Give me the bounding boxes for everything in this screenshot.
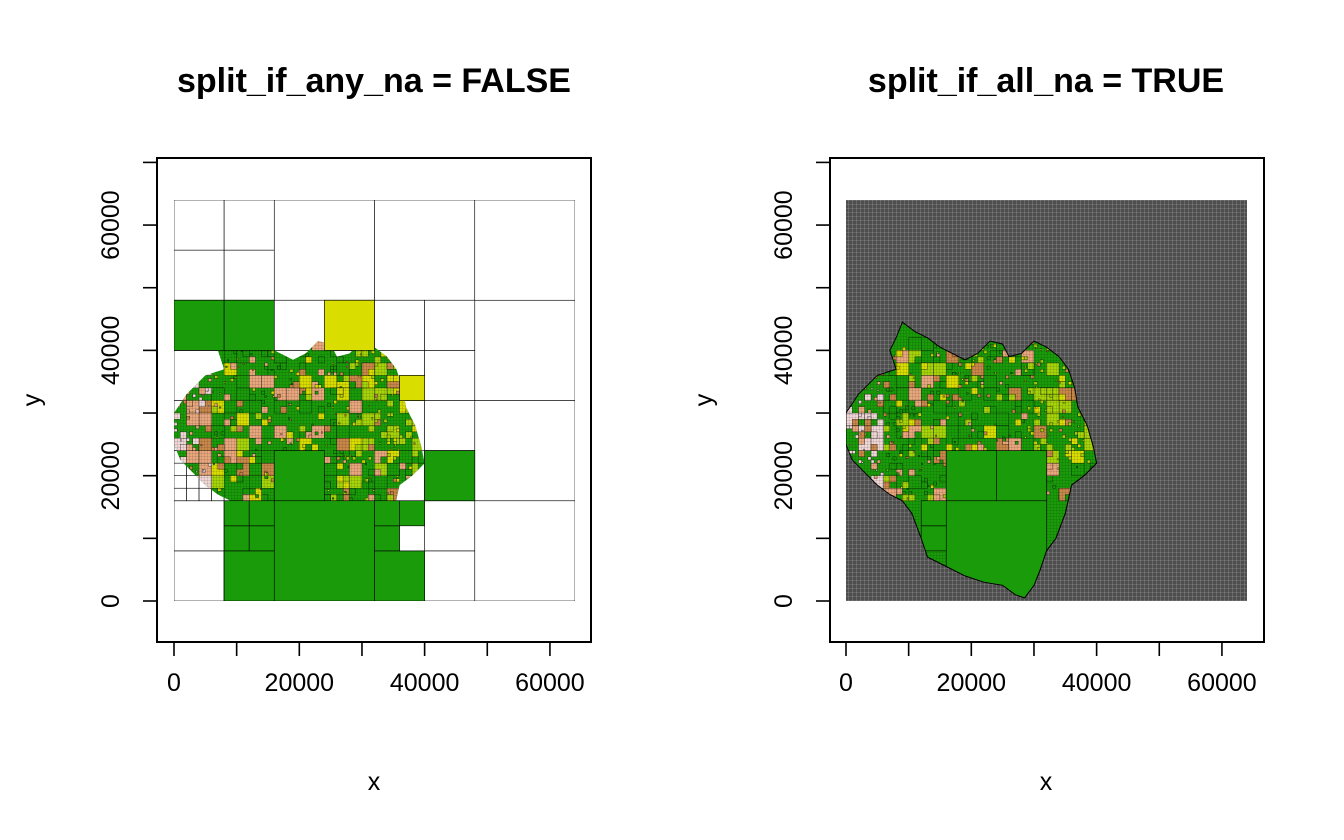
landscape-outline [846, 321, 1098, 599]
quadtree-cell [424, 299, 476, 351]
quadtree-cell [223, 249, 275, 301]
cell-block [996, 450, 1047, 502]
quadtree-cell [174, 500, 225, 552]
cell-block [920, 500, 947, 527]
cell-block [399, 375, 425, 401]
cell-block [399, 500, 425, 527]
quadtree-cell [399, 525, 425, 552]
quadtree-cell [174, 487, 187, 502]
quadtree-cell [374, 299, 425, 351]
quadtree-cell [186, 487, 200, 502]
x-tick-label: 40000 [1062, 669, 1132, 697]
quadtree-cell [424, 400, 476, 451]
x-tick-label: 40000 [390, 669, 460, 697]
y-tick-label: 0 [97, 594, 125, 608]
axes: 0 20000 40000 60000 0 20000 40000 60000 [770, 161, 1257, 697]
x-tick-label: 0 [839, 669, 853, 697]
x-tick-label: 60000 [1187, 669, 1257, 697]
cell-block [324, 299, 375, 351]
cell-block [945, 450, 997, 502]
quadtree-cell [424, 550, 476, 601]
y-axis-label: y [18, 393, 46, 406]
quadtree-cell [174, 550, 225, 601]
quadtree-cell [198, 487, 212, 502]
cell-block [223, 525, 250, 552]
plot-area [846, 200, 1247, 601]
cell-block [920, 525, 947, 552]
cell-block [174, 299, 225, 351]
plot-area [174, 200, 575, 601]
y-tick-label: 40000 [770, 316, 798, 386]
x-tick-label: 60000 [515, 669, 585, 697]
quadtree-cell [374, 200, 476, 301]
panel-split-if-any-na: split_if_any_na = FALSE 0 20000 40000 60000… [18, 62, 592, 796]
quadtree-cell [223, 200, 275, 251]
quadtree-cell [474, 299, 575, 401]
y-tick-label: 20000 [97, 441, 125, 511]
quadtree-cell [174, 475, 187, 489]
cell-block [424, 450, 476, 502]
quadtree-cell [474, 500, 575, 601]
quadtree-cell [474, 400, 575, 502]
y-tick-label: 60000 [97, 190, 125, 260]
x-axis-label: x [368, 768, 381, 796]
quadtree-cell [174, 200, 225, 251]
y-tick-label: 0 [770, 594, 798, 608]
quadtree-cell [424, 500, 476, 552]
cell-block [273, 500, 375, 601]
quadtree-cell [424, 350, 476, 401]
cell-block [248, 525, 275, 552]
axes: 0 20000 40000 60000 0 20000 40000 60000 [97, 161, 585, 697]
quadtree-cell [186, 475, 200, 489]
cell-block [248, 500, 275, 527]
x-axis-label: x [1040, 768, 1053, 796]
x-tick-label: 20000 [937, 669, 1007, 697]
quadtree-cell [174, 249, 225, 301]
cell-block [374, 525, 400, 552]
x-tick-label: 0 [167, 669, 181, 697]
y-tick-label: 60000 [770, 190, 798, 260]
panel-split-if-all-na: split_if_all_na = TRUE 0 20000 40000 600000… [690, 62, 1265, 796]
cell-block [223, 500, 250, 527]
y-axis-label: y [690, 393, 718, 406]
cell-block [273, 450, 325, 502]
cell-block [223, 550, 275, 601]
quadtree-cell [273, 299, 325, 351]
quadtree-cell [474, 200, 575, 301]
x-tick-label: 20000 [265, 669, 335, 697]
cell-block [374, 550, 425, 601]
quadtree-cell [273, 200, 375, 301]
panel-title: split_if_all_na = TRUE [868, 62, 1224, 100]
y-tick-label: 40000 [97, 316, 125, 386]
cell-block [374, 500, 400, 527]
cell-block [223, 299, 275, 351]
quadtree-cell [174, 462, 187, 476]
y-tick-label: 20000 [770, 441, 798, 511]
panel-title: split_if_any_na = FALSE [177, 62, 571, 100]
